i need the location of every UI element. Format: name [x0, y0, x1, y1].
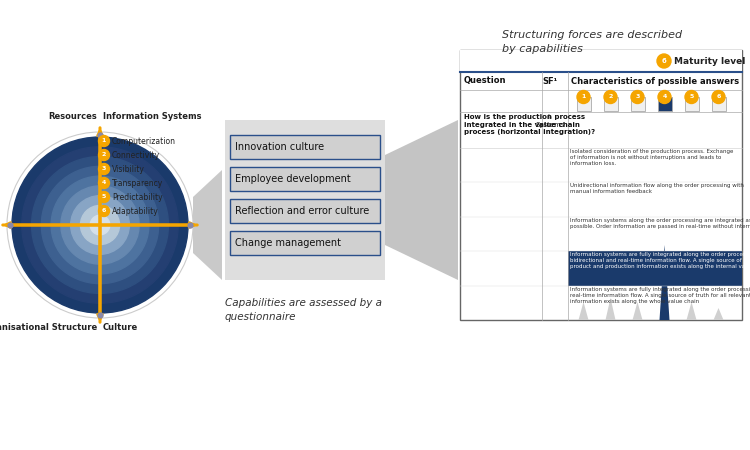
Text: 3: 3 — [635, 94, 640, 99]
Text: 2: 2 — [102, 153, 106, 158]
Text: Culture: Culture — [103, 323, 138, 332]
Text: Unidirectional information flow along the order processing with
manual informati: Unidirectional information flow along th… — [570, 184, 744, 194]
Text: Characteristics of possible answers: Characteristics of possible answers — [571, 76, 739, 86]
Text: Information systems are fully integrated along the order processing including a : Information systems are fully integrated… — [570, 287, 750, 304]
Text: Adaptability: Adaptability — [112, 207, 159, 216]
FancyBboxPatch shape — [658, 97, 671, 111]
Text: Information systems are fully integrated along the order processing including a
: Information systems are fully integrated… — [570, 252, 750, 269]
Text: 1: 1 — [581, 94, 586, 99]
Circle shape — [98, 206, 109, 216]
Circle shape — [658, 90, 671, 104]
Text: Isolated consideration of the production process. Exchange
of information is not: Isolated consideration of the production… — [570, 149, 734, 166]
Text: SF¹: SF¹ — [542, 76, 557, 86]
Text: Employee development: Employee development — [235, 174, 351, 184]
Circle shape — [70, 196, 129, 254]
Text: How is the production process
integrated in the value chain
process (horizontal : How is the production process integrated… — [464, 114, 596, 135]
Polygon shape — [578, 302, 589, 320]
Polygon shape — [632, 302, 643, 320]
Text: 1: 1 — [102, 139, 106, 144]
Text: Information Systems: Information Systems — [103, 112, 202, 121]
FancyBboxPatch shape — [225, 120, 385, 280]
Text: 5: 5 — [689, 94, 694, 99]
Circle shape — [577, 90, 590, 104]
Text: 2: 2 — [608, 94, 613, 99]
FancyBboxPatch shape — [230, 135, 380, 159]
Text: Capabilities are assessed by a
questionnaire: Capabilities are assessed by a questionn… — [225, 298, 382, 322]
Text: 6: 6 — [102, 208, 106, 213]
Circle shape — [22, 147, 178, 303]
FancyBboxPatch shape — [604, 97, 617, 111]
Circle shape — [32, 157, 169, 293]
Text: Transparency: Transparency — [112, 179, 164, 188]
Text: Structuring forces are described
by capabilities: Structuring forces are described by capa… — [502, 30, 682, 54]
Text: Question: Question — [464, 76, 506, 86]
Polygon shape — [605, 298, 616, 320]
Text: Change management: Change management — [235, 238, 341, 248]
Circle shape — [98, 192, 109, 202]
Polygon shape — [659, 245, 670, 320]
Text: Innovation culture: Innovation culture — [235, 142, 324, 152]
Text: Connectivity: Connectivity — [112, 150, 160, 159]
Circle shape — [12, 137, 188, 313]
Text: 5: 5 — [102, 194, 106, 199]
Circle shape — [61, 186, 139, 264]
Text: Computerization: Computerization — [112, 136, 176, 145]
Polygon shape — [686, 302, 697, 320]
Circle shape — [90, 215, 110, 235]
FancyBboxPatch shape — [712, 97, 725, 111]
Circle shape — [80, 206, 119, 244]
Circle shape — [657, 54, 671, 68]
Polygon shape — [385, 120, 458, 280]
Circle shape — [631, 90, 644, 104]
Text: 4: 4 — [102, 180, 106, 185]
Circle shape — [51, 176, 149, 274]
FancyBboxPatch shape — [460, 50, 742, 320]
Text: 6: 6 — [662, 58, 666, 64]
Circle shape — [98, 149, 109, 161]
FancyBboxPatch shape — [230, 231, 380, 255]
FancyBboxPatch shape — [230, 199, 380, 223]
Text: Reflection and error culture: Reflection and error culture — [235, 206, 369, 216]
Text: 6: 6 — [716, 94, 721, 99]
Text: Maturity level: Maturity level — [674, 57, 746, 66]
FancyBboxPatch shape — [631, 97, 644, 111]
Text: Information systems along the order processing are integrated as far as
possible: Information systems along the order proc… — [570, 218, 750, 229]
FancyBboxPatch shape — [577, 97, 590, 111]
Circle shape — [98, 163, 109, 175]
Text: 3: 3 — [102, 166, 106, 171]
Polygon shape — [193, 170, 222, 280]
Circle shape — [98, 177, 109, 189]
FancyBboxPatch shape — [685, 97, 698, 111]
Text: Visibility: Visibility — [112, 165, 145, 174]
Circle shape — [98, 135, 109, 147]
Circle shape — [41, 166, 159, 284]
Text: Predictability: Predictability — [112, 193, 163, 202]
FancyBboxPatch shape — [568, 251, 742, 286]
Circle shape — [712, 90, 725, 104]
Text: Resources: Resources — [48, 112, 97, 121]
FancyBboxPatch shape — [460, 50, 742, 72]
Text: 4: 4 — [662, 94, 667, 99]
Text: I-
Systems: I- Systems — [536, 114, 565, 127]
Polygon shape — [713, 308, 724, 320]
Circle shape — [685, 90, 698, 104]
Circle shape — [604, 90, 617, 104]
FancyBboxPatch shape — [230, 167, 380, 191]
Text: Organisational Structure: Organisational Structure — [0, 323, 97, 332]
